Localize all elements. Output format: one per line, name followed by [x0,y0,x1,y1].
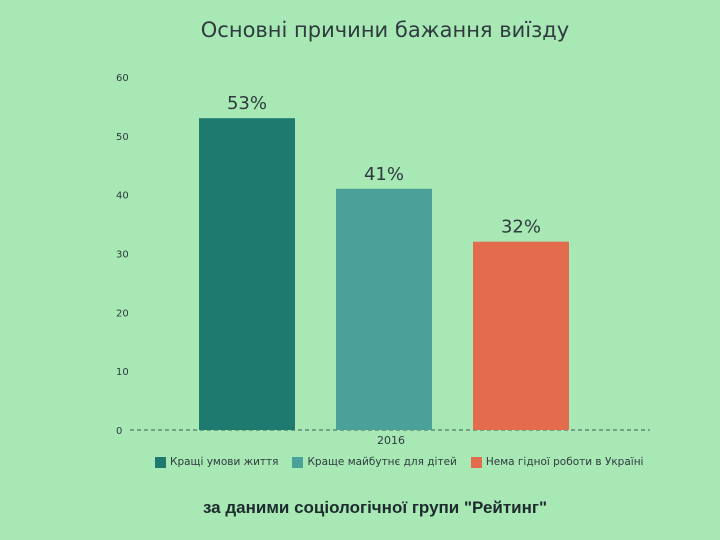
x-category-label: 2016 [377,434,405,447]
chart-legend: Кращі умови життя Краще майбутнє для діт… [155,456,643,468]
legend-item-better-living: Кращі умови життя [155,456,278,468]
legend-swatch [292,456,304,468]
legend-label: Нема гідної роботи в Україні [485,456,644,468]
source-footer: за даними соціологічної групи "Рейтинг" [202,498,548,517]
y-tick-label: 0 [116,426,122,437]
legend-swatch [155,456,166,468]
y-tick-label: 30 [116,250,129,261]
bar-value-label: 41% [364,164,404,185]
legend-item-children-future: Краще майбутнє для дітей [292,456,457,468]
legend-label: Кращі умови життя [170,456,279,468]
chart-title: Основні причини бажання виїзду [200,18,570,42]
y-tick-label: 60 [116,73,129,84]
legend-label: Краще майбутнє для дітей [307,456,457,468]
bar-value-label: 53% [227,93,267,114]
legend-swatch [470,456,482,468]
bar-3 [473,241,569,430]
bar-value-label: 32% [501,217,541,238]
y-tick-label: 40 [116,191,129,202]
legend-item-no-work: Нема гідної роботи в Україні [470,456,644,468]
bar-1 [199,118,295,430]
y-tick-label: 20 [116,308,129,319]
bar-2 [336,188,432,430]
y-tick-label: 10 [116,367,129,378]
y-tick-label: 50 [116,132,129,143]
